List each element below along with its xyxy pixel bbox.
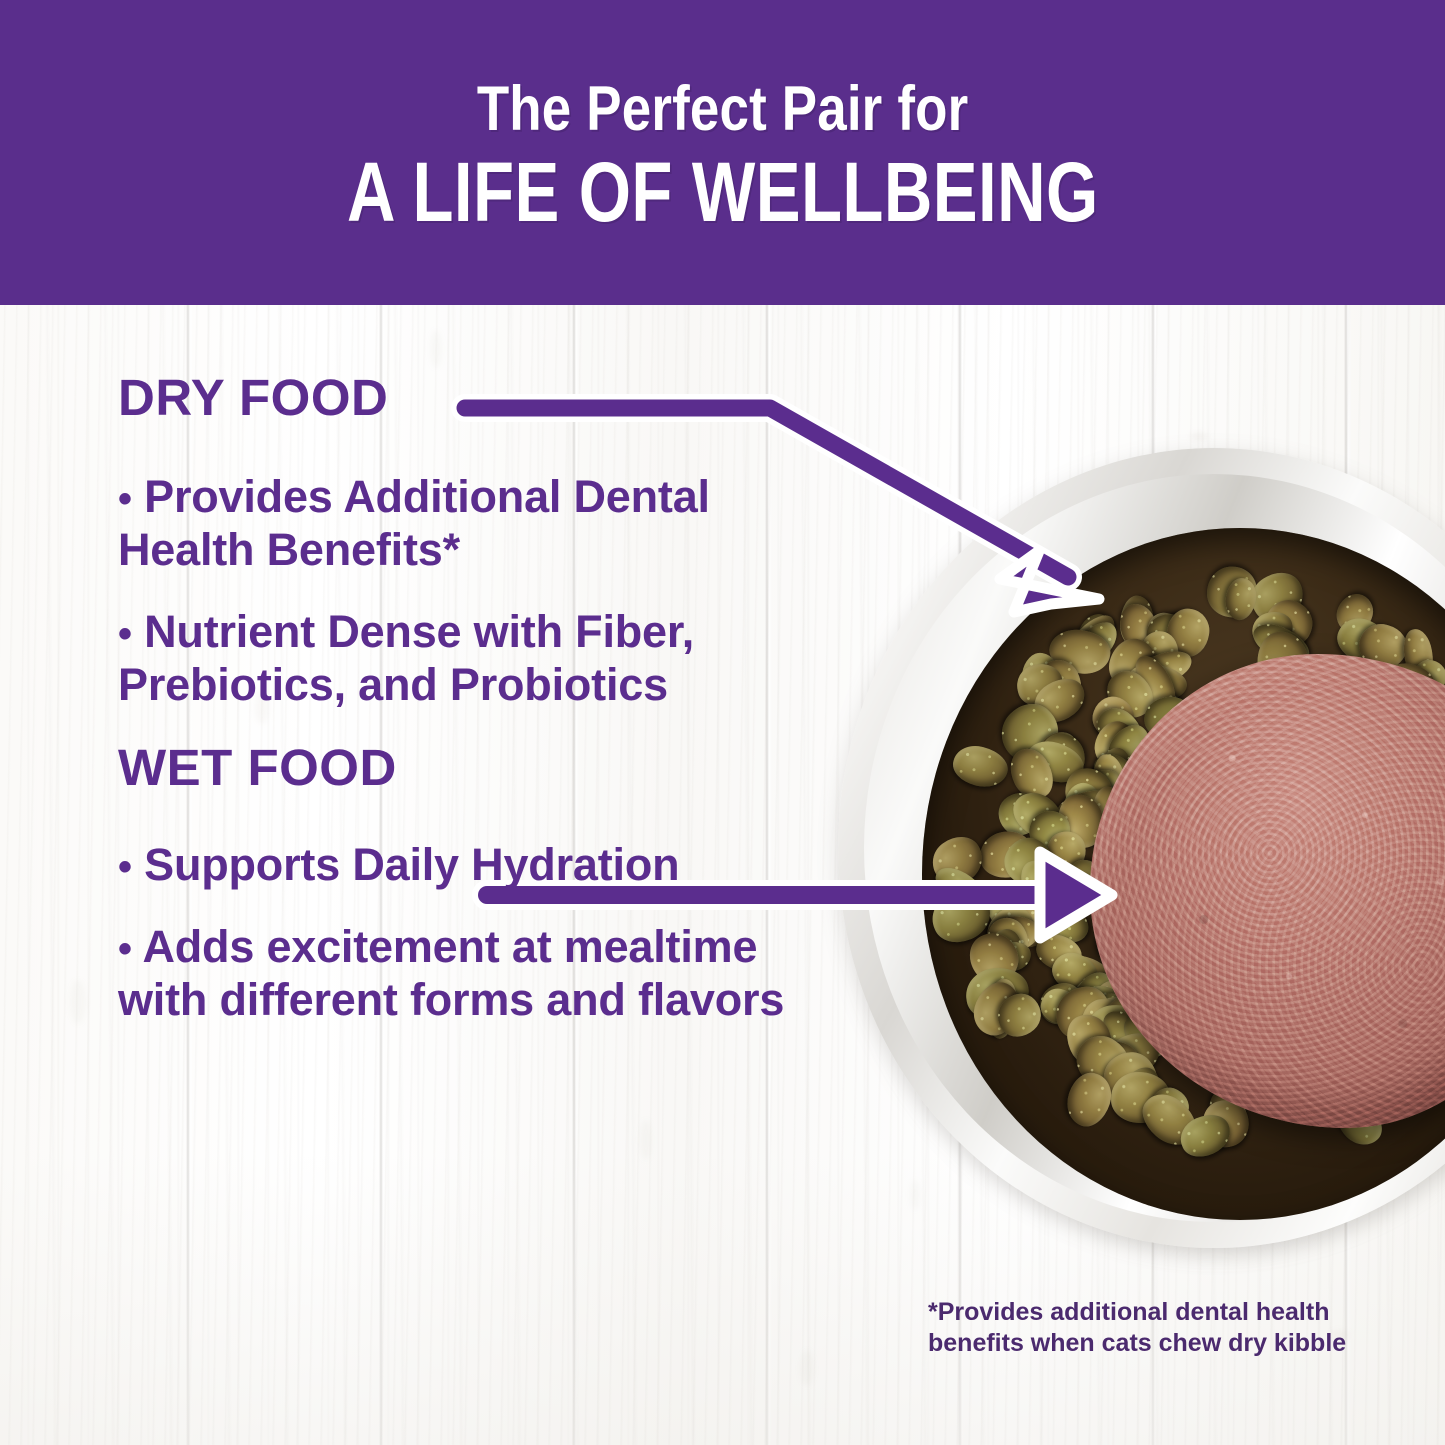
bullet-dot-icon: • — [118, 844, 132, 889]
bowl-interior — [922, 528, 1445, 1220]
footnote-line-2: benefits when cats chew dry kibble — [928, 1328, 1347, 1357]
list-item-text: Supports Daily Hydration — [144, 838, 680, 890]
benefits-copy: DRY FOOD • Provides Additional Dental He… — [118, 372, 798, 1056]
page-title-line-2: A LIFE OF WELLBEING — [346, 144, 1099, 239]
wood-knot — [800, 1350, 814, 1386]
bullet-dot-icon: • — [118, 477, 132, 521]
list-item-text: Nutrient Dense with Fiber, Prebiotics, a… — [118, 606, 694, 710]
wet-food-pate-mound — [1090, 654, 1445, 1128]
wet-food-bullet-list: • Supports Daily Hydration • Adds excite… — [118, 839, 798, 1027]
section-heading-wet-food: WET FOOD — [118, 738, 397, 796]
section-heading-dry-food: DRY FOOD — [118, 369, 389, 426]
list-item: • Nutrient Dense with Fiber, Prebiotics,… — [118, 606, 798, 711]
wood-knot — [255, 690, 269, 724]
wood-knot — [70, 980, 86, 1024]
bullet-dot-icon: • — [118, 927, 132, 972]
wood-knot — [430, 330, 442, 368]
page-title-line-1: The Perfect Pair for — [476, 73, 969, 144]
bowl-outer-rim — [838, 448, 1445, 1248]
bowl-inner-rim — [864, 474, 1445, 1222]
kibble-piece — [948, 740, 1012, 792]
wood-knot — [1330, 1330, 1350, 1340]
header-band: The Perfect Pair for A LIFE OF WELLBEING — [0, 0, 1445, 305]
footnote-line-1: *Provides additional dental health — [928, 1298, 1330, 1326]
bullet-dot-icon: • — [118, 612, 132, 657]
footnote-disclaimer: *Provides additional dental health benef… — [928, 1297, 1388, 1358]
list-item: • Supports Daily Hydration — [118, 839, 798, 892]
wood-knot — [640, 1120, 652, 1160]
list-item-text: Adds excitement at mealtime with differe… — [118, 921, 785, 1025]
wood-knot — [1190, 432, 1208, 441]
cat-food-bowl-photo — [838, 448, 1445, 1260]
wood-knot — [910, 1180, 920, 1210]
list-item: • Adds excitement at mealtime with diffe… — [118, 921, 798, 1026]
list-item: • Provides Additional Dental Health Bene… — [118, 471, 798, 576]
list-item-text: Provides Additional Dental Health Benefi… — [118, 471, 710, 575]
dry-food-bullet-list: • Provides Additional Dental Health Bene… — [118, 471, 798, 712]
